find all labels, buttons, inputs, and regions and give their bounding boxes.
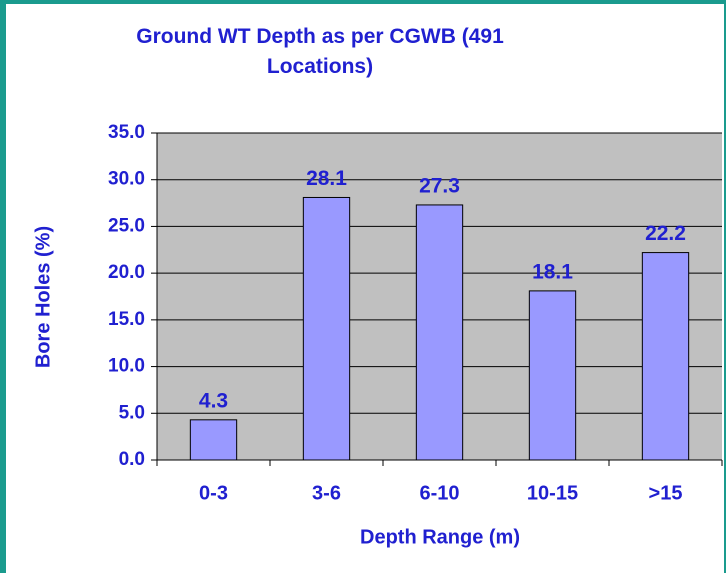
x-axis-title: Depth Range (m) (360, 526, 520, 548)
x-tick-label: 0-3 (199, 482, 228, 504)
x-tick-label: 6-10 (419, 482, 459, 504)
bar (189, 419, 238, 461)
data-label: 4.3 (199, 389, 228, 412)
data-label: 27.3 (419, 174, 460, 197)
x-tick-label: 10-15 (527, 482, 578, 504)
y-tick-label: 25.0 (108, 215, 145, 236)
y-tick-label: 30.0 (108, 169, 145, 190)
y-axis-title: Bore Holes (%) (32, 226, 54, 368)
chart-title: Ground WT Depth as per CGWB (491 Locatio… (136, 25, 504, 78)
y-tick-label: 35.0 (108, 122, 145, 143)
bar (641, 252, 690, 461)
data-label: 28.1 (306, 167, 347, 190)
y-tick-label: 20.0 (108, 262, 145, 283)
y-tick-label: 10.0 (108, 356, 145, 377)
y-tick-label: 5.0 (119, 402, 145, 423)
data-label: 22.2 (645, 222, 686, 245)
bar (528, 290, 577, 461)
bar (415, 204, 464, 461)
bar (302, 196, 351, 461)
y-tick-label: 15.0 (108, 309, 145, 330)
x-tick-label: >15 (649, 482, 683, 504)
data-label: 18.1 (532, 260, 573, 283)
y-tick-label: 0.0 (119, 449, 145, 470)
x-tick-label: 3-6 (312, 482, 341, 504)
